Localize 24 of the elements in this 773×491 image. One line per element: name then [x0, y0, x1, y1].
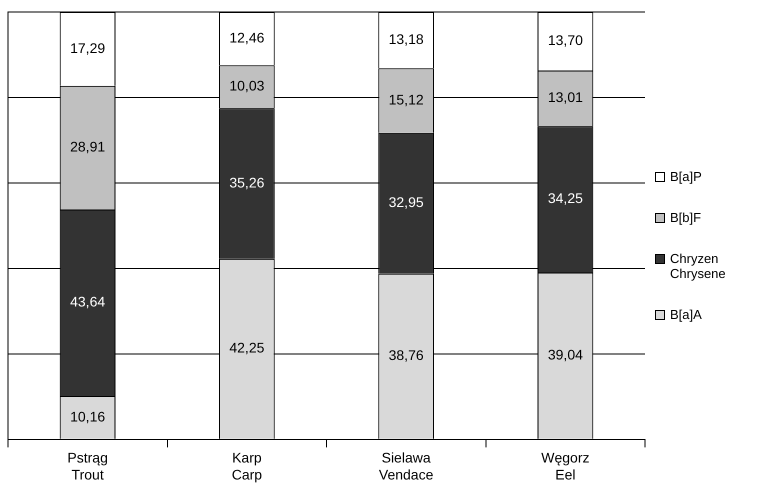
- data-label: 10,03: [229, 78, 265, 94]
- data-label: 12,46: [229, 29, 265, 46]
- data-label: 38,76: [388, 347, 424, 364]
- legend-label: B[a]A: [670, 307, 702, 322]
- data-label: 28,91: [70, 138, 106, 155]
- data-label: 15,12: [388, 91, 424, 108]
- data-label: 13,18: [388, 30, 424, 47]
- data-label: 32,95: [388, 194, 424, 210]
- data-label: 34,25: [548, 190, 584, 206]
- data-label: 42,25: [229, 340, 265, 356]
- data-label: 13,01: [548, 89, 584, 106]
- x-tick-label: Karp Carp: [232, 450, 262, 482]
- data-label: 10,16: [70, 408, 106, 424]
- x-tick-label: Sielawa Vendace: [378, 450, 434, 482]
- data-label: 13,70: [548, 32, 584, 48]
- legend-label: B[b]F: [670, 210, 702, 225]
- x-tick-label: Węgorz Eel: [541, 450, 590, 482]
- data-label: 39,04: [548, 346, 584, 363]
- legend-label: Chryzen Chrysene: [670, 251, 726, 281]
- data-label: 35,26: [229, 174, 265, 190]
- data-label: 17,29: [70, 40, 106, 56]
- x-tick-label: Pstrąg Trout: [67, 450, 108, 482]
- text: B[a]P: [670, 169, 702, 184]
- data-label: 43,64: [70, 294, 106, 310]
